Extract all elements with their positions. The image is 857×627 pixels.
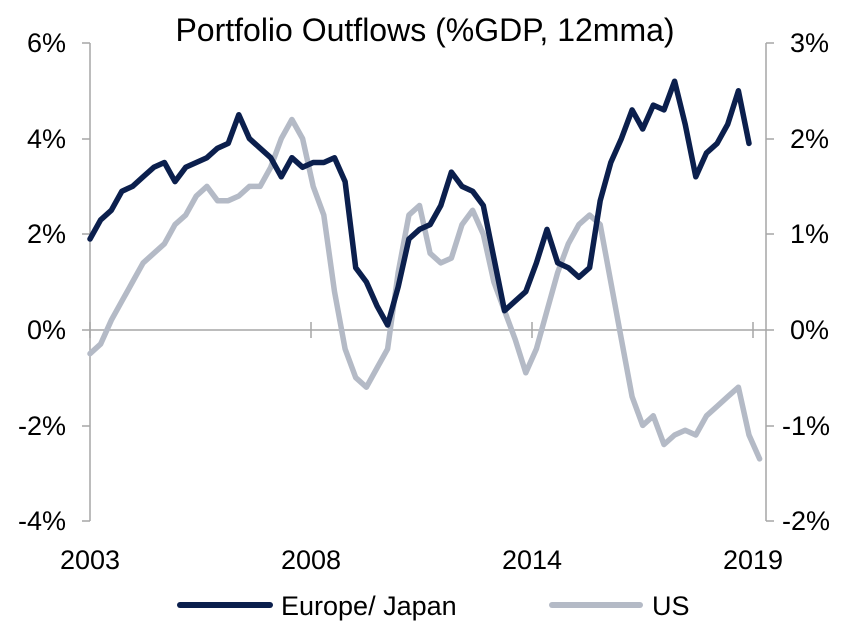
right-y-tick-label: 3%	[790, 28, 829, 58]
x-tick-label: 2019	[723, 545, 783, 575]
chart-title: Portfolio Outflows (%GDP, 12mma)	[175, 12, 674, 48]
right-y-tick-label: -2%	[782, 506, 830, 536]
us-series-line	[87, 116, 763, 462]
x-tick-label: 2008	[281, 545, 341, 575]
left-y-tick-label: 4%	[27, 124, 66, 154]
legend-label-europe-japan: Europe/ Japan	[281, 591, 457, 621]
left-y-tick-label: -2%	[18, 411, 66, 441]
left-y-tick-label: 0%	[27, 315, 66, 345]
left-y-tick-label: -4%	[18, 506, 66, 536]
left-y-ticks: 6% 4% 2% 0% -2% -4%	[18, 28, 90, 536]
europe-japan-series-line	[87, 78, 752, 328]
left-y-tick-label: 2%	[27, 219, 66, 249]
legend: Europe/ Japan US	[177, 591, 690, 621]
x-ticks: 2003 2008 2014 2019	[60, 322, 783, 575]
x-tick-label: 2014	[502, 545, 562, 575]
right-y-tick-label: 0%	[790, 315, 829, 345]
right-y-tick-label: 1%	[790, 219, 829, 249]
x-tick-label: 2003	[60, 545, 120, 575]
left-y-tick-label: 6%	[27, 28, 66, 58]
legend-label-us: US	[652, 591, 690, 621]
right-y-tick-label: 2%	[790, 124, 829, 154]
right-y-ticks: 3% 2% 1% 0% -1% -2%	[766, 28, 830, 536]
right-y-tick-label: -1%	[782, 411, 830, 441]
